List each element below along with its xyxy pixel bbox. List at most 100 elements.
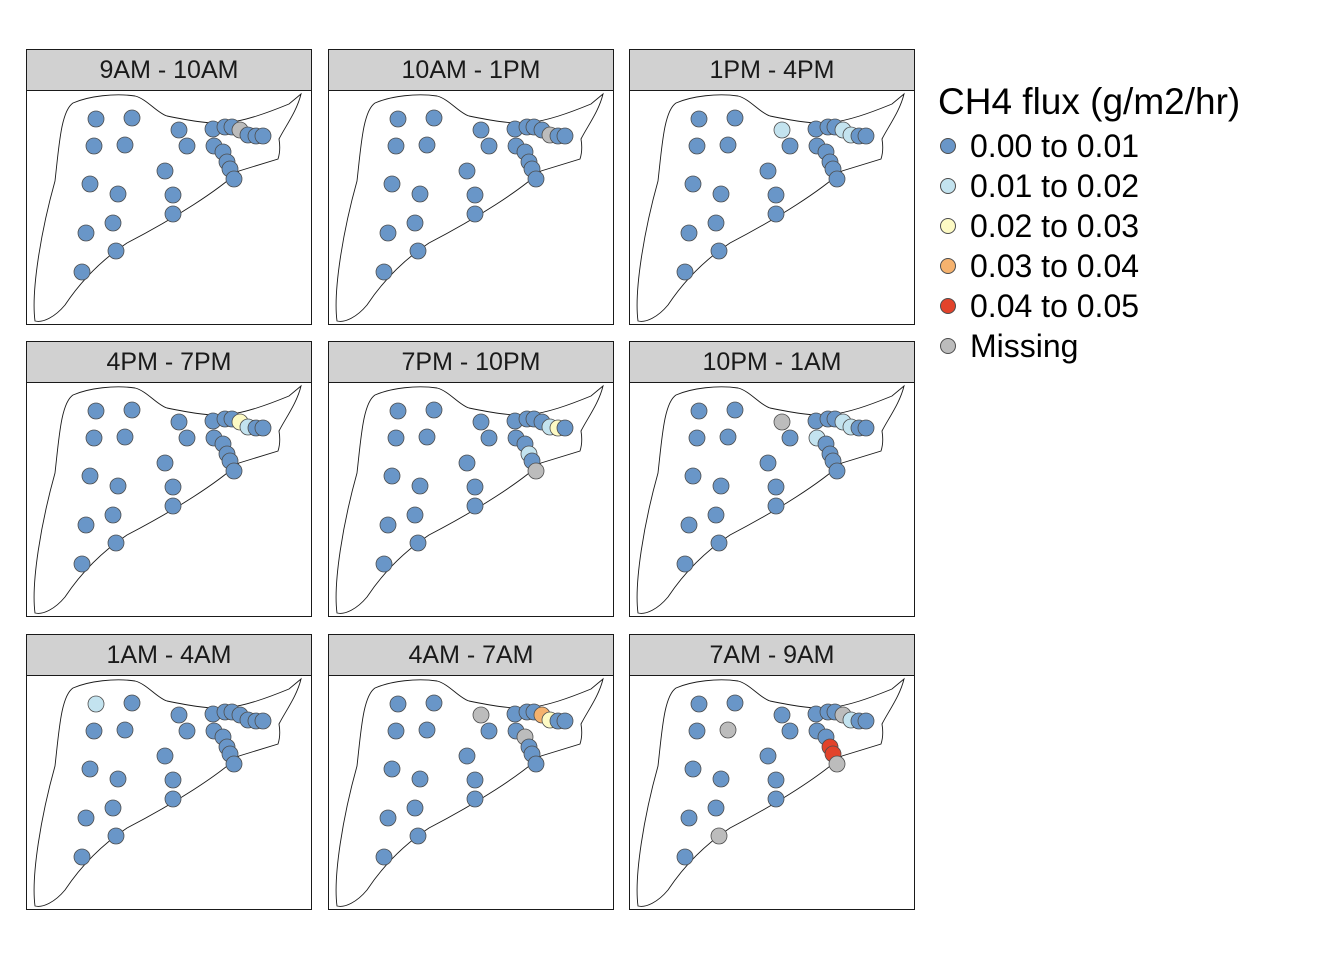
facet-strip-label: 10PM - 1AM (629, 341, 915, 383)
flux-point-n3 (170, 121, 188, 139)
site-boundary-outline (33, 677, 302, 907)
flux-point-n3 (170, 706, 188, 724)
flux-point-n2 (425, 694, 443, 712)
flux-point-c1 (781, 137, 799, 155)
flux-point-ne6 (254, 127, 272, 145)
map-area (26, 90, 312, 325)
flux-point-sw2 (680, 224, 698, 242)
flux-point-sw4 (73, 848, 91, 866)
facet-strip-label: 7AM - 9AM (629, 634, 915, 676)
flux-point-sw2 (680, 809, 698, 827)
flux-point-e5 (828, 462, 846, 480)
flux-point-c1 (781, 429, 799, 447)
legend-title: CH4 flux (g/m2/hr) (938, 81, 1241, 122)
flux-point-m2 (466, 771, 484, 789)
flux-point-e5 (527, 462, 545, 480)
flux-point-m2 (767, 186, 785, 204)
flux-point-n2 (123, 109, 141, 127)
flux-point-e5 (828, 755, 846, 773)
flux-point-sw3 (107, 534, 125, 552)
flux-point-sw3 (710, 242, 728, 260)
flux-point-w3 (81, 760, 99, 778)
flux-point-n1 (389, 402, 407, 420)
flux-point-sw1 (707, 214, 725, 232)
map-svg (636, 92, 905, 322)
flux-point-m1 (458, 162, 476, 180)
flux-point-n1 (690, 402, 708, 420)
flux-point-sw1 (104, 799, 122, 817)
site-boundary-outline (33, 384, 302, 614)
legend-key-dot (940, 298, 956, 314)
flux-point-n2 (726, 694, 744, 712)
map-area (629, 675, 915, 910)
legend-item: 0.04 to 0.05 (938, 286, 1328, 326)
flux-point-n2 (726, 109, 744, 127)
flux-point-n1 (87, 402, 105, 420)
flux-point-n2 (726, 401, 744, 419)
legend-key-dot (940, 218, 956, 234)
flux-point-n2 (425, 401, 443, 419)
flux-point-n3 (472, 121, 490, 139)
flux-point-m1 (759, 162, 777, 180)
flux-point-w1 (85, 429, 103, 447)
flux-point-m2 (466, 186, 484, 204)
flux-point-ne6 (556, 419, 574, 437)
flux-point-sw1 (104, 506, 122, 524)
flux-point-ne6 (857, 419, 875, 437)
map-area (26, 675, 312, 910)
flux-point-n3 (472, 413, 490, 431)
flux-point-c1 (781, 722, 799, 740)
flux-point-m1 (759, 747, 777, 765)
facet-strip-label: 9AM - 10AM (26, 49, 312, 91)
flux-point-sw4 (676, 848, 694, 866)
flux-point-w4 (109, 185, 127, 203)
flux-point-sw2 (379, 516, 397, 534)
flux-point-w4 (712, 770, 730, 788)
flux-point-sw3 (710, 827, 728, 845)
flux-point-m2 (767, 478, 785, 496)
legend-key-dot (940, 178, 956, 194)
site-boundary-outline (636, 384, 905, 614)
flux-point-w3 (684, 760, 702, 778)
flux-point-n2 (123, 401, 141, 419)
map-area (328, 90, 614, 325)
flux-point-sw3 (107, 827, 125, 845)
flux-point-w3 (383, 467, 401, 485)
flux-point-m3 (767, 205, 785, 223)
facet-panel: 4PM - 7PM (26, 341, 312, 618)
flux-point-sw4 (676, 263, 694, 281)
flux-point-c1 (480, 722, 498, 740)
legend-label: 0.01 to 0.02 (970, 168, 1140, 204)
facet-strip-label: 1PM - 4PM (629, 49, 915, 91)
map-area (629, 90, 915, 325)
map-svg (335, 384, 604, 614)
facet-panel: 7AM - 9AM (629, 634, 915, 911)
legend-label: 0.03 to 0.04 (970, 248, 1140, 284)
flux-point-m3 (466, 205, 484, 223)
legend-item: 0.00 to 0.01 (938, 126, 1328, 166)
flux-point-w1 (387, 137, 405, 155)
flux-point-w2 (719, 721, 737, 739)
flux-point-m2 (767, 771, 785, 789)
site-boundary-outline (33, 92, 302, 322)
map-svg (335, 677, 604, 907)
flux-point-w2 (418, 721, 436, 739)
facet-strip-label: 7PM - 10PM (328, 341, 614, 383)
flux-point-n3 (773, 121, 791, 139)
flux-point-sw1 (104, 214, 122, 232)
flux-point-n2 (425, 109, 443, 127)
flux-point-m2 (164, 771, 182, 789)
flux-point-w2 (116, 428, 134, 446)
flux-point-sw3 (409, 534, 427, 552)
flux-point-m2 (164, 478, 182, 496)
flux-point-ne6 (556, 127, 574, 145)
facet-panel: 1AM - 4AM (26, 634, 312, 911)
flux-point-sw3 (409, 242, 427, 260)
map-area (328, 675, 614, 910)
flux-point-c1 (178, 137, 196, 155)
flux-point-ne6 (254, 419, 272, 437)
map-svg (636, 384, 905, 614)
flux-point-w2 (719, 136, 737, 154)
map-svg (33, 677, 302, 907)
flux-point-m3 (466, 790, 484, 808)
